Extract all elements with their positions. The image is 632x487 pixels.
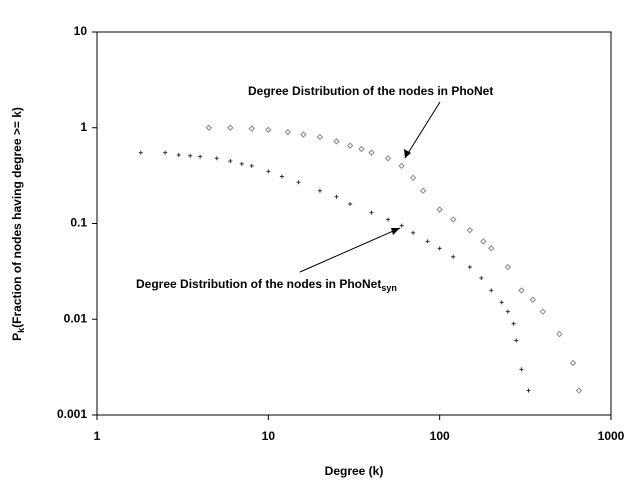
y-tick-label: 0.001 [57,407,87,421]
point [214,156,219,161]
point [368,149,375,156]
point [505,309,510,314]
point [436,206,443,213]
point [265,126,272,134]
point [499,300,504,305]
point [138,150,143,155]
point [176,152,181,157]
point [317,188,322,193]
point [466,227,474,234]
point [369,210,374,215]
point [334,194,339,199]
annotation: Degree Distribution of the nodes in PhoN… [248,84,493,98]
point [409,174,417,182]
point [575,387,583,394]
point [450,216,457,223]
point [488,245,495,252]
y-tick-label: 0.01 [64,311,88,325]
point [451,254,456,259]
x-tick-label: 1 [94,429,101,443]
point [300,131,307,138]
point [437,246,442,251]
point [163,150,168,155]
y-tick-label: 0.1 [70,216,87,230]
point [529,296,537,303]
point [511,321,516,326]
arrow-head [404,149,411,158]
point [316,133,324,141]
y-label-rest: (Fraction of nodes having degree >= k) [10,107,24,328]
point [386,217,391,222]
point [489,288,494,293]
point [398,162,405,170]
point [296,180,301,185]
point [556,330,563,338]
point [249,163,254,168]
point [399,223,404,228]
point [467,265,472,270]
point [198,154,203,159]
point [348,201,353,206]
point [279,174,284,179]
point [425,239,430,244]
point [358,145,365,153]
annotation-arrow [299,227,401,273]
point [518,287,525,294]
arrow-head [391,228,400,235]
point [346,142,354,149]
x-tick-label: 100 [430,429,450,443]
point [205,124,213,131]
x-tick-label: 1000 [598,429,625,443]
point [526,388,531,393]
point [539,308,547,315]
annotation: Degree Distribution of the nodes in PhoN… [136,277,397,293]
annotation-main: Degree Distribution of the nodes in PhoN… [136,277,381,291]
point [333,138,340,145]
point [519,367,524,372]
point [239,161,244,166]
point [569,359,577,367]
x-axis-label: Degree (k) [325,464,384,478]
annotation-arrow [404,101,441,159]
point [248,125,255,132]
point [504,263,512,271]
point [227,124,234,131]
y-tick-label: 1 [80,120,87,134]
point [188,153,193,158]
point [411,230,416,235]
y-label-main: P [10,333,24,341]
point [266,169,271,174]
point [284,128,292,136]
point [419,187,427,194]
annotation-sub: syn [381,283,397,293]
y-label-sub: k [16,327,26,333]
point [384,155,392,162]
x-tick-label: 10 [262,429,276,443]
y-tick-label: 10 [74,24,88,38]
point [479,275,484,280]
point [514,338,519,343]
y-axis-label: Pk(Fraction of nodes having degree >= k) [10,107,26,341]
point [480,238,487,245]
point [228,158,233,163]
